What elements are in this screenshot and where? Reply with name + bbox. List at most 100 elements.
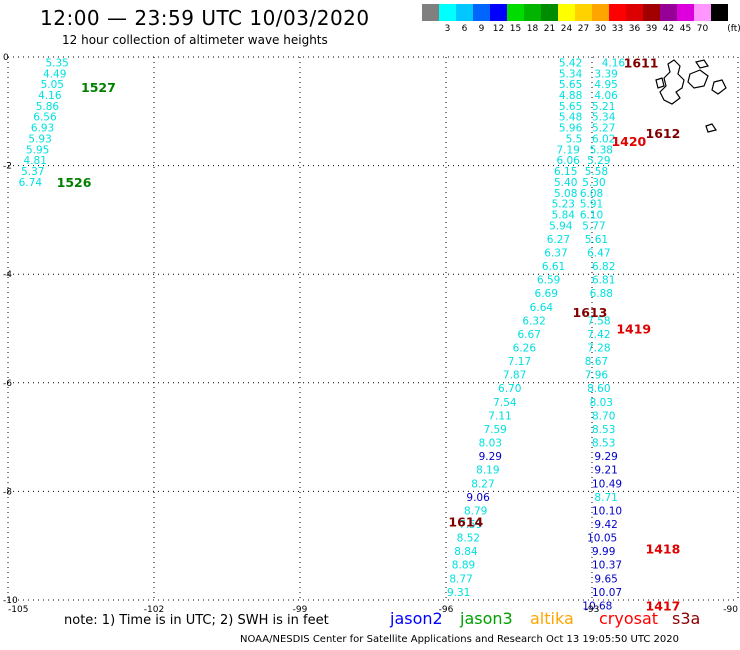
satellite-legend-jason3: jason3 (460, 609, 513, 628)
wave-height-value: 4.81 (24, 155, 47, 167)
track-time-label: 1417 (646, 598, 681, 613)
satellite-legend-jason2: jason2 (390, 609, 443, 628)
scale-tick-label: 39 (645, 24, 658, 34)
y-tick-label: -8 (3, 487, 12, 497)
wave-height-value: 6.06 (556, 155, 580, 167)
wave-height-value: 5.48 (559, 112, 582, 124)
wave-height-value: 7.58 (587, 315, 610, 327)
wave-height-value: 8.53 (592, 438, 615, 450)
scale-swatch (609, 4, 626, 21)
satellite-legend-altika: altika (530, 609, 574, 628)
wave-height-value: 5.27 (592, 123, 615, 135)
wave-height-value: 8.67 (585, 356, 608, 368)
wave-height-value: 5.38 (590, 144, 613, 156)
wave-height-value: 9.29 (479, 451, 502, 463)
scale-swatch (592, 4, 609, 21)
scale-tick-label: 45 (679, 24, 692, 34)
x-tick-label: -99 (293, 605, 308, 615)
wave-height-value: 8.60 (587, 383, 610, 395)
wave-height-value: 10.68 (582, 600, 612, 612)
scale-unit-label: (ft) (727, 24, 740, 34)
wave-height-value: 7.87 (503, 370, 526, 382)
wave-height-value: 5.96 (559, 123, 583, 135)
scale-swatch (626, 4, 643, 21)
wave-height-value: 8.03 (590, 397, 613, 409)
scale-swatch (711, 4, 728, 21)
track-time-label: 1614 (448, 514, 483, 529)
wave-height-value: 7.54 (493, 397, 517, 409)
wave-height-value: 8.52 (457, 533, 480, 545)
track-time-label: 1613 (573, 305, 608, 320)
track-time-label: 1526 (57, 175, 92, 190)
wave-height-value: 6.88 (590, 288, 613, 300)
y-tick-label: 0 (3, 53, 9, 63)
track-time-label: 1418 (646, 541, 681, 556)
wave-height-value: 5.05 (41, 79, 64, 91)
wave-height-value: 5.61 (585, 234, 608, 246)
wave-height-value: 5.94 (549, 220, 573, 232)
scale-swatch (643, 4, 660, 21)
wave-height-value: 5.23 (552, 199, 575, 211)
scale-tick-label: 30 (594, 24, 607, 34)
wave-height-value: 4.49 (43, 68, 66, 80)
scale-swatch (660, 4, 677, 21)
wave-height-value: 6.82 (592, 261, 615, 273)
y-tick-label: -2 (3, 162, 12, 172)
wave-height-value: 6.64 (530, 302, 554, 314)
wave-height-value: 5.5 (566, 133, 583, 145)
wave-height-value: 6.32 (522, 315, 545, 327)
x-tick-label: -93 (585, 605, 600, 615)
scale-swatch (422, 4, 439, 21)
wave-height-value: 7.59 (483, 424, 506, 436)
scale-swatch (541, 4, 558, 21)
wave-height-value: 9.29 (594, 451, 617, 463)
wave-height-value: 5.91 (580, 199, 603, 211)
wave-height-value: 6.70 (498, 383, 521, 395)
scale-tick-label: 70 (696, 24, 709, 34)
scale-swatch (456, 4, 473, 21)
wave-height-value: 8.77 (449, 573, 472, 585)
wave-height-value: 5.21 (592, 101, 615, 113)
wave-height-value: 6.10 (580, 209, 603, 221)
wave-height-value: 7.59 (459, 519, 482, 531)
wave-height-value: 5.65 (559, 79, 582, 91)
wave-height-value: 9.65 (594, 573, 617, 585)
wave-height-value: 7.17 (508, 356, 531, 368)
island-isabela (659, 59, 685, 105)
scale-swatch (473, 4, 490, 21)
wave-height-value: 6.93 (31, 123, 54, 135)
wave-height-value: 5.34 (559, 68, 583, 80)
wave-height-value: 8.03 (479, 438, 502, 450)
scale-swatch (524, 4, 541, 21)
wave-height-value: 4.16 (602, 57, 626, 69)
scale-swatch (490, 4, 507, 21)
wave-height-value: 5.34 (592, 112, 616, 124)
lat-lon-grid (7, 56, 739, 601)
wave-height-value: 8.27 (471, 478, 494, 490)
credit-line: NOAA/NESDIS Center for Satellite Applica… (240, 634, 679, 645)
wave-height-value: 9.21 (594, 465, 617, 477)
wave-height-value: 7.42 (587, 329, 610, 341)
scale-tick-label: 42 (662, 24, 675, 34)
wave-height-value: 8.19 (476, 465, 499, 477)
wave-height-value: 5.86 (36, 101, 60, 113)
y-tick-label: -4 (3, 270, 12, 280)
wave-height-value: 8.79 (464, 505, 487, 517)
wave-height-value: 6.81 (592, 275, 615, 287)
wave-height-value: 5.29 (587, 155, 610, 167)
x-tick-label: -96 (439, 605, 454, 615)
wave-height-value: 6.15 (554, 166, 577, 178)
wave-height-value: 5.95 (26, 144, 49, 156)
wave-height-value: 5.58 (585, 166, 608, 178)
track-time-label: 1420 (611, 134, 646, 149)
x-tick-label: -90 (723, 605, 738, 615)
wave-height-value: 10.07 (592, 587, 622, 599)
x-tick-label: -105 (8, 605, 28, 615)
scale-tick-label: 18 (526, 24, 539, 34)
island-san-cristobal (711, 79, 727, 95)
axis-tick-labels: -105 -102 -99 -96 -93 -90 0 -2 -4 -6 -8 -10 (3, 53, 738, 615)
wave-height-value: 5.30 (582, 177, 605, 189)
scale-tick-label: 9 (478, 24, 485, 34)
scale-swatch (439, 4, 456, 21)
